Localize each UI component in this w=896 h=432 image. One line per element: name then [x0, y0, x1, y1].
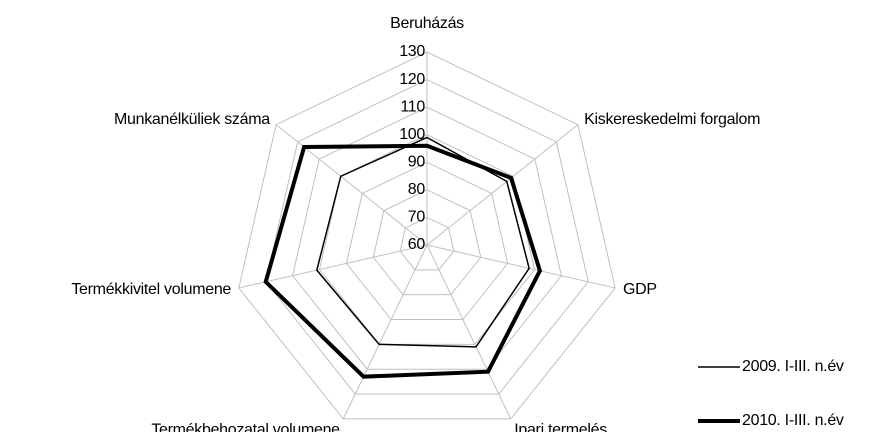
tick-label: 130 — [399, 43, 425, 60]
tick-label: 110 — [400, 98, 425, 115]
legend-label: 2010. I-III. n.év — [742, 412, 844, 429]
axis-spoke — [426, 244, 616, 289]
tick-label: 120 — [399, 71, 425, 88]
tick-label: 70 — [408, 209, 426, 226]
axis-spoke — [342, 244, 428, 420]
axis-spoke — [426, 124, 579, 246]
category-label: Termékbehozatal volumene — [151, 421, 340, 432]
axis-spoke — [426, 244, 512, 420]
axis-spoke — [238, 244, 428, 289]
legend-label: 2009. I-III. n.év — [742, 358, 844, 375]
axis-spoke — [275, 124, 428, 246]
tick-label: 100 — [399, 126, 425, 143]
tick-label: 60 — [408, 236, 426, 253]
tick-label: 80 — [408, 181, 426, 198]
grid-ring — [345, 161, 509, 321]
grid-ring — [265, 79, 589, 395]
category-label: GDP — [623, 281, 657, 298]
series-line — [315, 136, 530, 348]
series-line — [263, 143, 543, 379]
grid-ring — [372, 189, 482, 296]
category-label: Beruházás — [390, 15, 464, 32]
category-label: Termékkivitel volumene — [71, 281, 231, 298]
grid-ring — [399, 216, 455, 271]
grid-ring — [238, 51, 616, 420]
category-label: Munkanélküliek száma — [114, 111, 270, 128]
category-label: Ipari termelés — [514, 421, 607, 432]
grid-ring — [292, 106, 562, 370]
tick-label: 90 — [408, 154, 426, 171]
category-label: Kiskereskedelmi forgalom — [584, 111, 760, 128]
